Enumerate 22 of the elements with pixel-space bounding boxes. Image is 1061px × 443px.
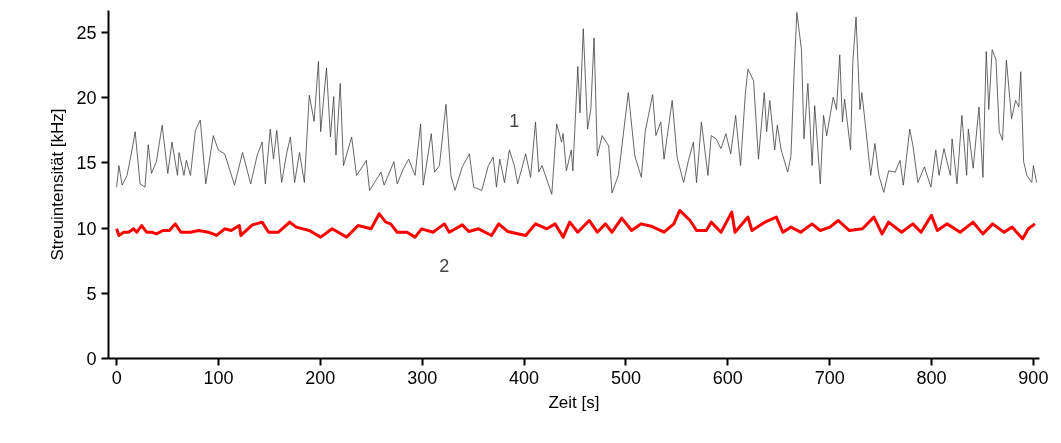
y-axis-title: Streuintensität [kHz] xyxy=(48,108,68,261)
x-tick-label: 800 xyxy=(916,367,947,388)
series-label: 1 xyxy=(509,111,520,132)
x-axis-title: Zeit [s] xyxy=(548,392,600,412)
x-tick-label: 500 xyxy=(610,367,641,388)
y-tick-label: 25 xyxy=(76,23,97,44)
x-tick-label: 600 xyxy=(712,367,743,388)
x-tick-label: 400 xyxy=(509,367,540,388)
line-series xyxy=(116,12,1038,195)
x-tick-label: 300 xyxy=(407,367,438,388)
y-tick-label: 0 xyxy=(86,349,97,369)
y-tick-label: 15 xyxy=(76,153,97,174)
series-label: 2 xyxy=(439,256,450,277)
x-tick-label: 100 xyxy=(203,367,234,388)
y-tick-label: 5 xyxy=(86,283,97,304)
y-tick-label: 20 xyxy=(76,88,97,109)
x-tick-label: 700 xyxy=(814,367,845,388)
line-series xyxy=(115,208,1037,241)
y-tick-label: 10 xyxy=(76,218,97,239)
x-tick-label: 0 xyxy=(111,367,122,388)
x-tick-label: 900 xyxy=(1018,367,1049,388)
x-tick-label: 200 xyxy=(305,367,336,388)
